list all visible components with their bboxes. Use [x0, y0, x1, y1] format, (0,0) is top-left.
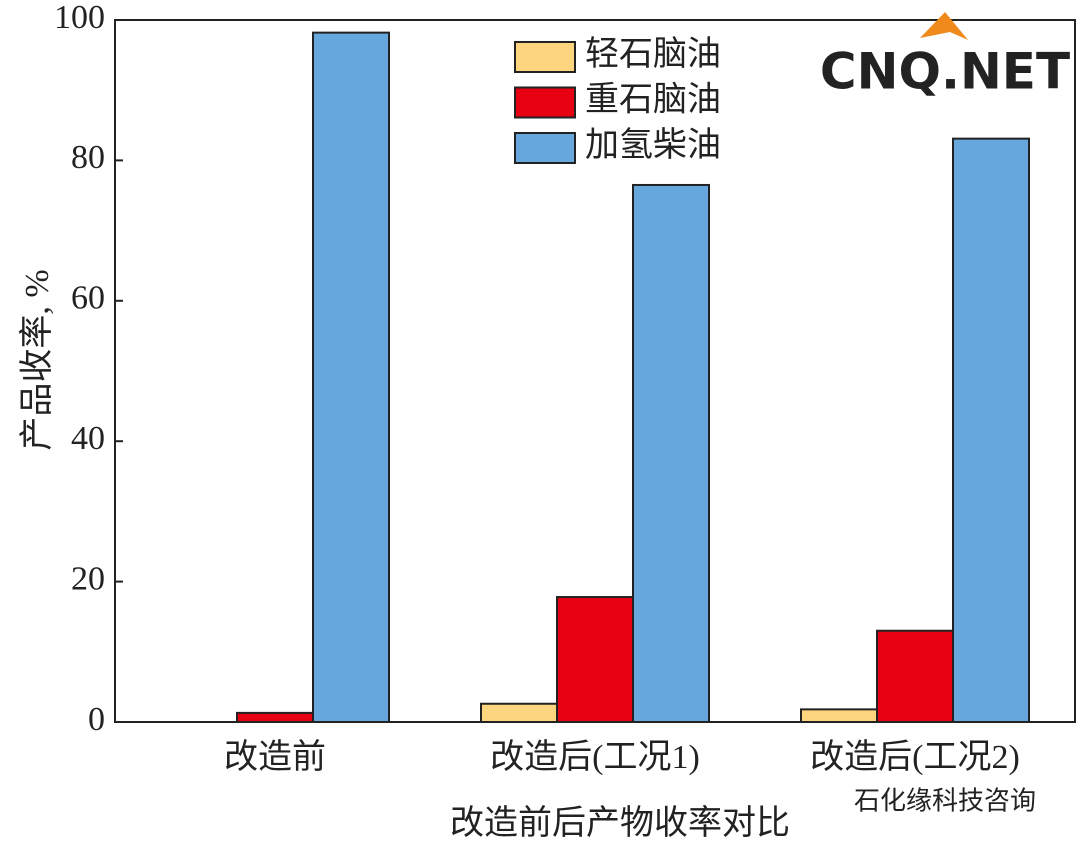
bar [632, 183, 710, 724]
x-tick-label: 改造前 [224, 738, 326, 776]
bar [236, 711, 314, 724]
y-tick-label: 80 [71, 139, 105, 176]
legend-label: 轻石脑油 [585, 35, 721, 73]
y-tick-label: 0 [88, 701, 105, 738]
legend-label: 加氢柴油 [585, 126, 721, 164]
y-tick-label: 60 [71, 280, 105, 317]
bar [952, 137, 1030, 723]
x-tick-label: 改造后(工况2) [810, 738, 1020, 776]
legend-swatch [514, 86, 576, 119]
x-axis-label: 改造前后产物收率对比 [450, 804, 790, 842]
y-tick-label: 40 [71, 420, 105, 457]
y-tick-label: 100 [54, 0, 105, 36]
y-tick-label: 20 [71, 560, 105, 597]
watermark-logo: CNQ.NET [820, 43, 1070, 101]
bar [480, 702, 558, 723]
legend-swatch [514, 132, 576, 164]
x-tick-label: 改造后(工况1) [490, 738, 700, 776]
watermark-text: 石化缘科技咨询 [854, 787, 1036, 817]
bar [876, 629, 954, 723]
legend-swatch [514, 41, 576, 73]
bar [800, 708, 878, 724]
legend-label: 重石脑油 [585, 80, 721, 118]
y-axis-label: 产品收率, % [18, 269, 56, 450]
bar [556, 596, 634, 724]
logo-icon [920, 12, 968, 40]
bar [312, 31, 390, 724]
